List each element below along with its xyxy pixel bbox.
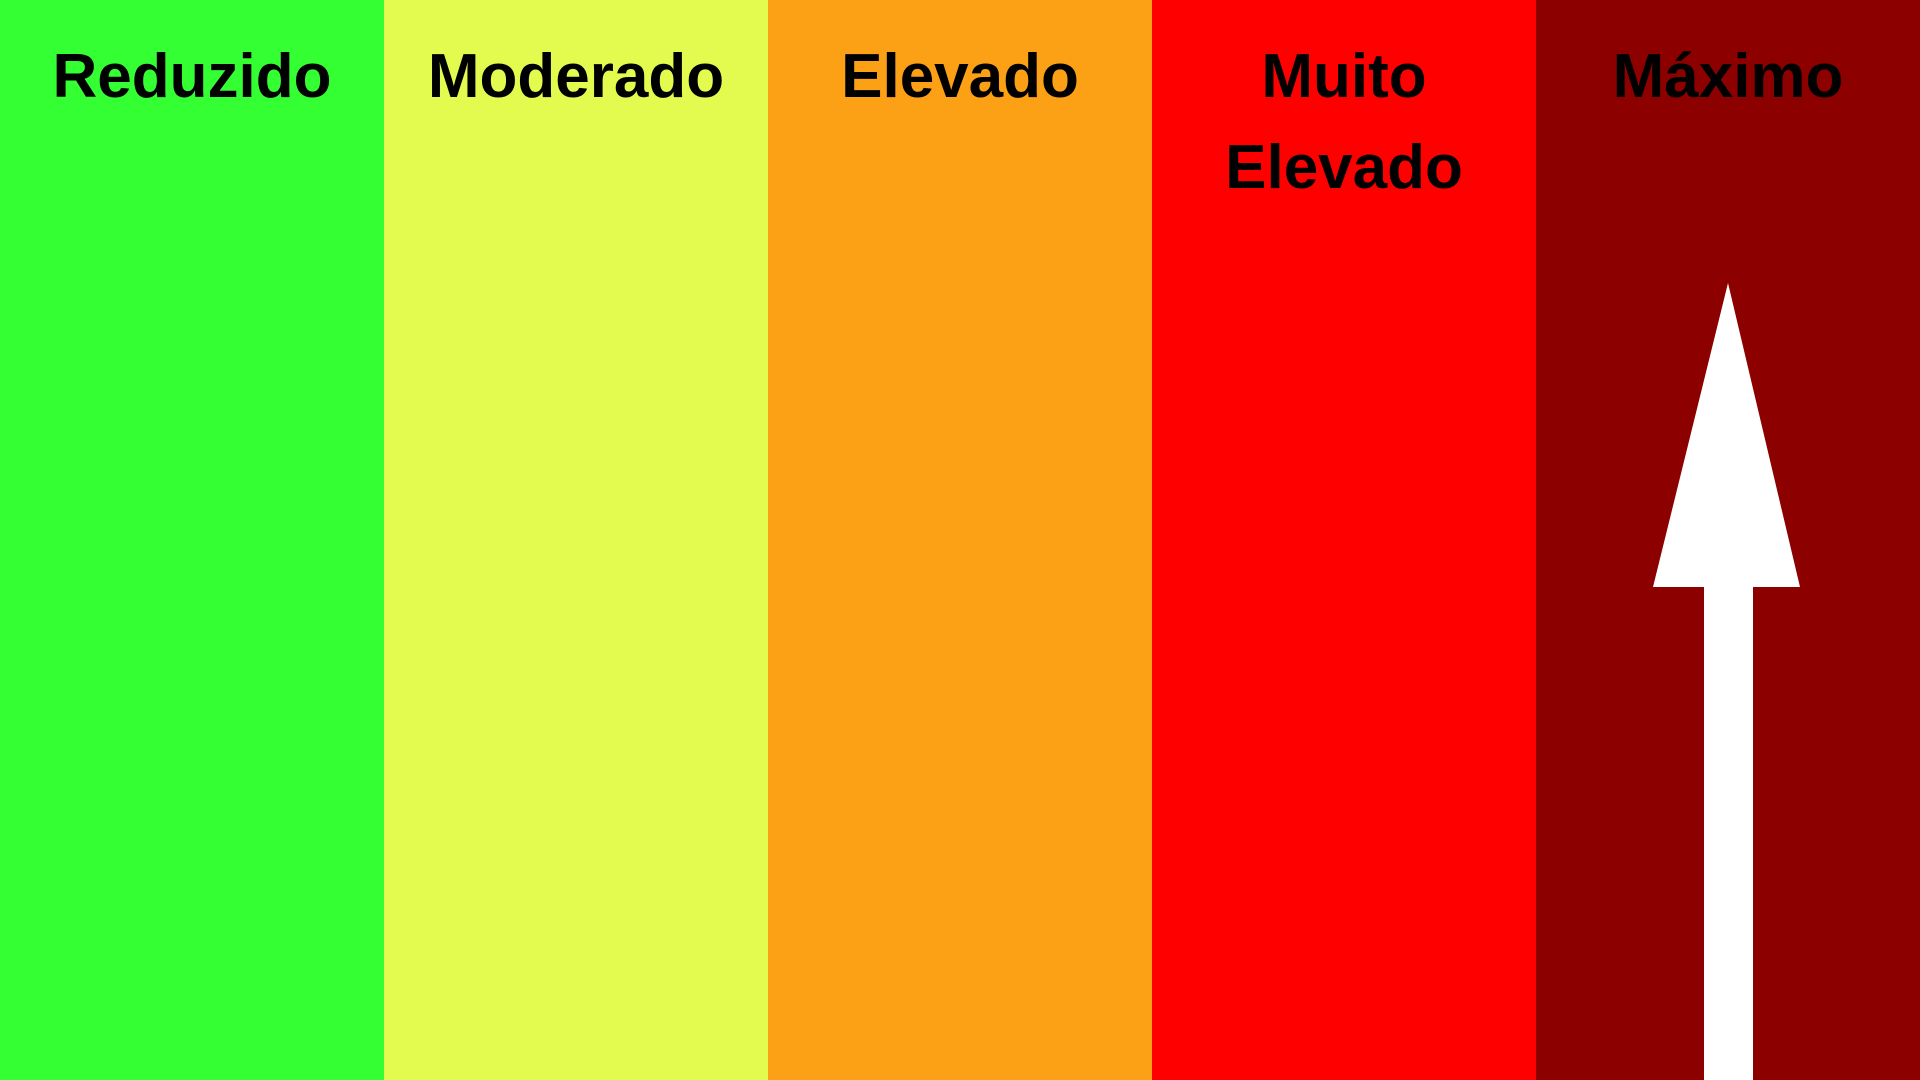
risk-band-label: Muito Elevado	[1225, 42, 1463, 202]
risk-band-label: Moderado	[427, 42, 725, 111]
risk-band-label: Máximo	[1612, 42, 1844, 111]
risk-band-label: Reduzido	[52, 42, 332, 111]
risk-band-reduzido: Reduzido	[0, 0, 384, 1080]
risk-band-label: Elevado	[841, 42, 1079, 111]
up-arrow-shape	[1653, 283, 1800, 1080]
risk-band-moderado: Moderado	[384, 0, 768, 1080]
risk-band-elevado: Elevado	[768, 0, 1152, 1080]
up-arrow-icon	[1536, 0, 1920, 1080]
risk-band-muito-elevado: Muito Elevado	[1152, 0, 1536, 1080]
risk-band-maximo: Máximo	[1536, 0, 1920, 1080]
